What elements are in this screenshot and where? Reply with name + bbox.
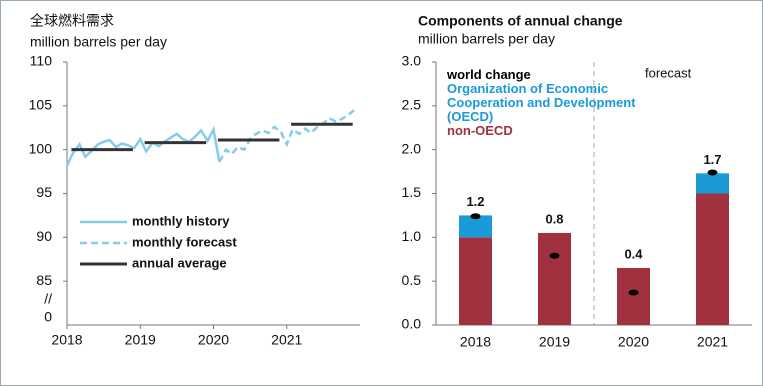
y-tick-label: 95 [36, 184, 52, 200]
x-tick-label: 2018 [460, 334, 491, 350]
y-tick-label: 90 [36, 228, 52, 244]
legend: world change Organization of Economic Co… [447, 68, 652, 138]
value-label: 0.8 [545, 211, 563, 226]
value-label: 0.4 [624, 246, 643, 261]
legend-label: annual average [132, 255, 227, 270]
chart-subtitle: million barrels per day [30, 34, 167, 50]
x-tick-label: 2019 [539, 334, 570, 350]
legend-label: monthly forecast [132, 234, 237, 249]
bar-segment [538, 232, 571, 325]
annotation: forecast [645, 65, 692, 80]
chart-title: Components of annual change [418, 13, 623, 29]
value-label: 1.7 [703, 152, 721, 167]
legend-label: monthly history [132, 213, 230, 228]
y-tick-label: 110 [30, 53, 53, 69]
y-tick-label: 3.0 [402, 53, 422, 69]
y-tick-label: 0.5 [402, 272, 422, 288]
x-tick-label: 2018 [51, 332, 82, 348]
bar-segment [617, 268, 650, 325]
x-tick-label: 2020 [618, 334, 649, 350]
world-change-dot [549, 252, 560, 259]
y-tick-label: 2.5 [402, 97, 422, 113]
world-change-dot [628, 289, 639, 296]
y-tick-label: 0.0 [402, 316, 422, 332]
y-tick-label: 105 [29, 97, 53, 113]
y-tick-label: 1.5 [402, 184, 422, 200]
bar-segment [696, 173, 729, 194]
world-change-dot [707, 169, 718, 176]
x-tick-label: 2021 [697, 334, 728, 350]
value-label: 1.2 [466, 194, 484, 209]
legend-label: world change [447, 67, 531, 82]
bar-segment [696, 193, 729, 325]
line-series [218, 109, 355, 163]
x-tick-label: 2021 [271, 332, 302, 348]
line-series [65, 125, 221, 166]
y-tick-label: 85 [36, 272, 52, 288]
x-tick-label: 2019 [125, 332, 156, 348]
chart-title: 全球燃料需求 [30, 13, 114, 29]
bar-segment [459, 215, 492, 238]
y-tick-label: 0 [44, 309, 52, 325]
bar-segment [459, 237, 492, 325]
legend-label: non-OECD [447, 123, 513, 138]
legend-label: Organization of Economic Cooperation and… [447, 81, 636, 124]
x-tick-label: 2020 [198, 332, 229, 348]
y-tick-label: 2.0 [402, 140, 422, 156]
y-tick-label: 1.0 [402, 228, 422, 244]
world-change-dot [470, 213, 481, 220]
y-tick-label: 100 [29, 140, 53, 156]
chart-subtitle: million barrels per day [418, 31, 555, 47]
axis-break: // [44, 291, 52, 307]
